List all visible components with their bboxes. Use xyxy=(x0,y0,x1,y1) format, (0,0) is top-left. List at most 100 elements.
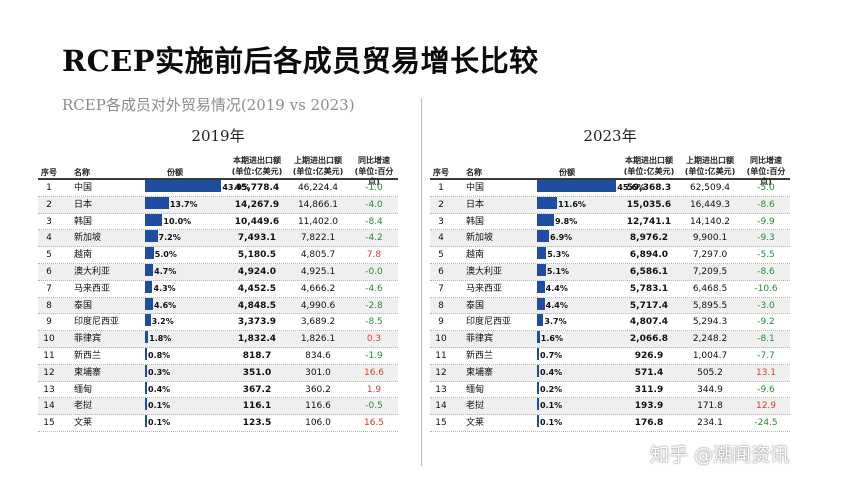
row-change: 16.5 xyxy=(363,418,385,429)
row-name: 新西兰 xyxy=(466,350,494,361)
row-current-value: 6,586.1 xyxy=(629,266,669,277)
row-current-value: 8,976.2 xyxy=(629,233,669,244)
row-change: -0.5 xyxy=(365,401,383,412)
row-change: -1.0 xyxy=(365,183,383,193)
row-previous-value: 62,509.4 xyxy=(689,183,731,193)
row-current-value: 351.0 xyxy=(242,367,272,378)
header-share: 份额 xyxy=(559,168,575,177)
share-bar xyxy=(537,347,539,360)
row-name: 老挝 xyxy=(466,401,485,412)
header-chg-line2: (单位:百分点) xyxy=(746,167,786,186)
row-change: -1.9 xyxy=(365,350,383,361)
share-label: 9.8% xyxy=(555,216,578,226)
table-body: 1 中国 43.9% 45,778.4 46,224.4 -1.0 2 日本 13.7% 14,2… xyxy=(38,180,398,432)
table-row: 2 日本 11.6% 15,035.6 16,449.3 -8.6 xyxy=(430,196,790,214)
row-name: 澳大利亚 xyxy=(466,266,503,277)
row-current-value: 5,180.5 xyxy=(237,250,277,261)
row-current-value: 4,848.5 xyxy=(237,300,277,311)
row-current-value: 176.8 xyxy=(634,418,664,429)
row-name: 缅甸 xyxy=(74,384,93,395)
share-label: 43.9% xyxy=(222,183,251,192)
table-row: 15 文莱 0.1% 123.5 106.0 16.5 xyxy=(38,415,398,432)
row-name: 日本 xyxy=(466,199,485,210)
share-bar xyxy=(537,364,539,377)
table-panel-2023: 2023年 序号 名称 份额 本期进出口额 (单位:亿美元) 上期进出口额 (单… xyxy=(430,122,790,432)
share-label: 5.3% xyxy=(547,250,570,260)
share-bar xyxy=(145,180,222,192)
row-previous-value: 505.2 xyxy=(697,367,723,378)
share-bar xyxy=(537,180,617,192)
row-name: 澳大利亚 xyxy=(74,266,111,277)
table-header: 序号 名称 份额 本期进出口额 (单位:亿美元) 上期进出口额 (单位:亿美元)… xyxy=(38,152,398,186)
row-name: 泰国 xyxy=(74,300,93,311)
share-label: 0.4% xyxy=(540,367,563,377)
row-current-value: 123.5 xyxy=(242,418,272,429)
share-bar xyxy=(145,263,154,276)
share-bar xyxy=(145,415,147,428)
share-bar xyxy=(145,398,147,411)
row-change: 1.9 xyxy=(366,384,382,395)
row-name: 日本 xyxy=(74,199,93,210)
header-no: 序号 xyxy=(41,168,57,177)
row-change: -8.1 xyxy=(757,334,775,345)
table-row: 3 韩国 9.8% 12,741.1 14,140.2 -9.9 xyxy=(430,213,790,231)
row-name: 文莱 xyxy=(74,418,93,429)
table-row: 8 泰国 4.4% 5,717.4 5,895.5 -3.0 xyxy=(430,297,790,315)
row-no: 4 xyxy=(46,233,52,244)
share-label: 4.4% xyxy=(545,300,568,310)
row-no: 13 xyxy=(435,384,447,395)
table-row: 9 印度尼西亚 3.2% 3,373.9 3,689.2 -8.5 xyxy=(38,314,398,332)
row-change: -9.6 xyxy=(757,384,775,395)
share-bar xyxy=(537,297,545,310)
row-current-value: 5,717.4 xyxy=(629,300,669,311)
row-name: 马来西亚 xyxy=(466,283,503,294)
row-current-value: 4,807.4 xyxy=(629,317,669,328)
row-current-value: 5,783.1 xyxy=(629,283,669,294)
share-bar xyxy=(145,381,147,394)
table-row: 2 日本 13.7% 14,267.9 14,866.1 -4.0 xyxy=(38,196,398,214)
share-label: 6.9% xyxy=(550,233,573,243)
table-row: 6 澳大利亚 4.7% 4,924.0 4,925.1 -0.0 xyxy=(38,263,398,281)
panel-divider xyxy=(421,98,422,466)
share-bar xyxy=(537,230,549,243)
row-previous-value: 171.8 xyxy=(697,401,723,412)
table-row: 11 新西兰 0.7% 926.9 1,004.7 -7.7 xyxy=(430,347,790,365)
share-bar xyxy=(145,297,153,310)
table-row: 11 新西兰 0.8% 818.7 834.6 -1.9 xyxy=(38,347,398,365)
row-no: 8 xyxy=(46,300,52,311)
row-no: 5 xyxy=(438,250,444,261)
row-previous-value: 7,209.5 xyxy=(692,266,728,277)
row-previous-value: 106.0 xyxy=(305,418,331,429)
header-cur-line2: (单位:亿美元) xyxy=(623,167,675,176)
share-bar xyxy=(537,381,539,394)
row-change: -4.0 xyxy=(365,199,383,210)
row-previous-value: 4,925.1 xyxy=(300,266,336,277)
row-name: 越南 xyxy=(74,250,93,261)
table-row: 14 老挝 0.1% 193.9 171.8 12.9 xyxy=(430,398,790,416)
row-no: 6 xyxy=(46,266,52,277)
row-change: 12.9 xyxy=(755,401,777,412)
row-current-value: 4,924.0 xyxy=(237,266,277,277)
row-change: -8.5 xyxy=(365,317,383,328)
header-chg-line1: 同比增速 xyxy=(358,156,390,165)
row-current-value: 193.9 xyxy=(634,401,664,412)
page-title: RCEP实施前后各成员贸易增长比较 xyxy=(62,44,539,78)
row-previous-value: 4,805.7 xyxy=(300,250,336,261)
share-label: 0.1% xyxy=(148,418,171,428)
row-no: 12 xyxy=(435,367,447,378)
row-name: 中国 xyxy=(74,183,93,193)
row-current-value: 571.4 xyxy=(634,367,664,378)
table-row: 13 缅甸 0.4% 367.2 360.2 1.9 xyxy=(38,381,398,399)
table-row: 14 老挝 0.1% 116.1 116.6 -0.5 xyxy=(38,398,398,416)
row-name: 中国 xyxy=(466,183,485,193)
row-previous-value: 834.6 xyxy=(305,350,331,361)
header-prev-line2: (单位:亿美元) xyxy=(684,167,736,176)
row-name: 缅甸 xyxy=(466,384,485,395)
watermark: 知乎 @潮闻资讯 xyxy=(650,444,790,466)
table-row: 9 印度尼西亚 3.7% 4,807.4 5,294.3 -9.2 xyxy=(430,314,790,332)
row-no: 9 xyxy=(438,317,444,328)
row-change: -9.9 xyxy=(757,216,775,227)
row-change: -9.2 xyxy=(757,317,775,328)
row-no: 4 xyxy=(438,233,444,244)
row-current-value: 2,066.8 xyxy=(629,334,669,345)
